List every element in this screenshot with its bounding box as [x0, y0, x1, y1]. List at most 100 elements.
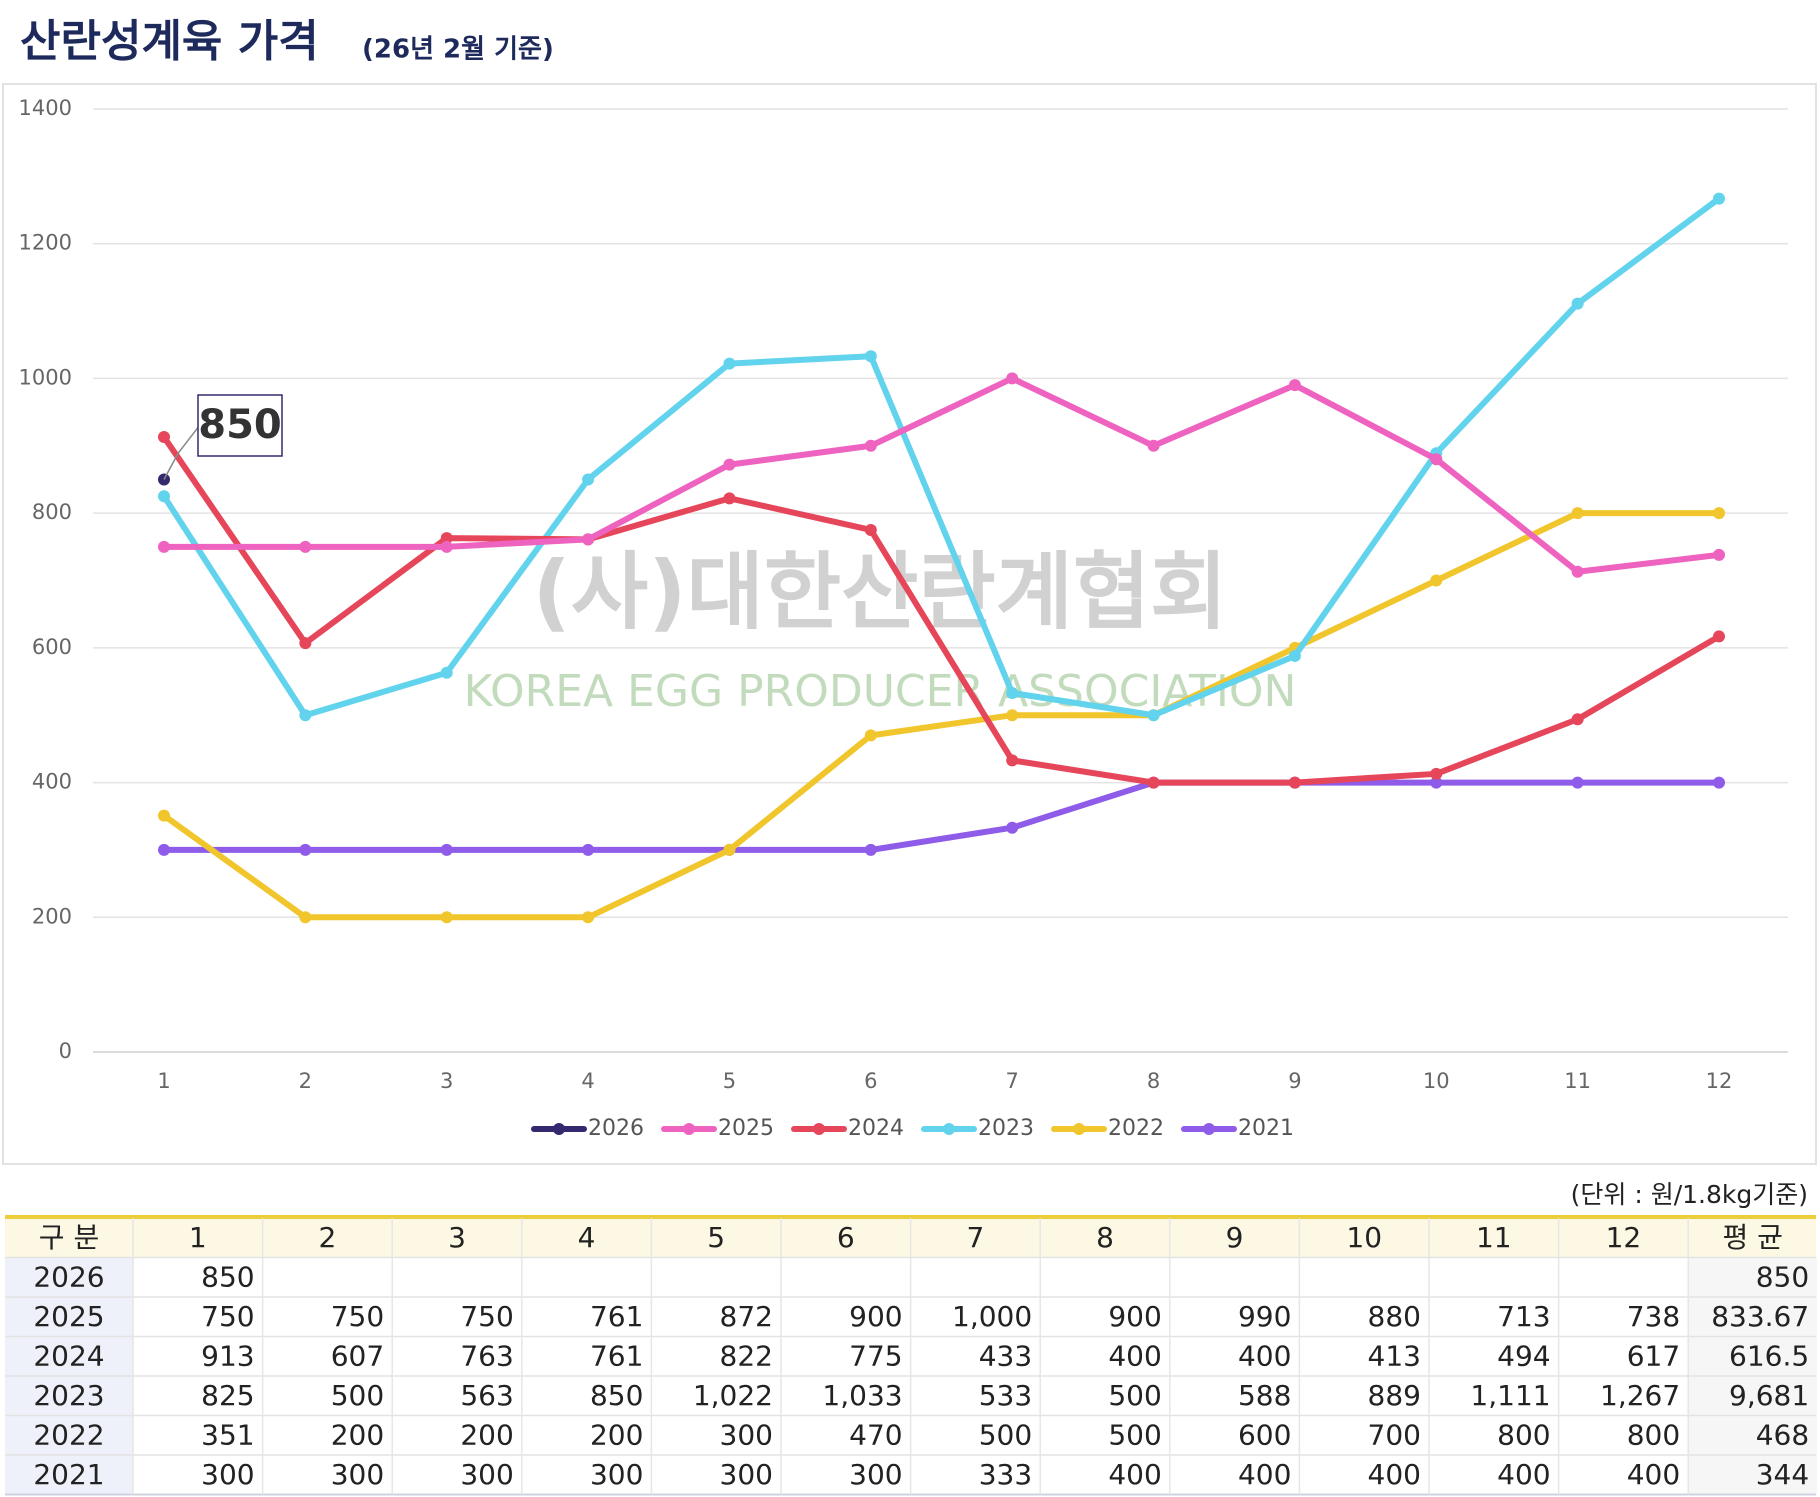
- table-cell: 763: [460, 1339, 513, 1372]
- table-cell: 600: [1238, 1418, 1291, 1451]
- data-point: [1288, 379, 1301, 392]
- y-tick-label: 400: [32, 770, 72, 794]
- table-cell: 300: [720, 1458, 773, 1491]
- data-point: [1713, 192, 1725, 205]
- data-point: [1571, 297, 1584, 310]
- table-cell: 616.5: [1729, 1339, 1809, 1372]
- data-point: [158, 809, 170, 822]
- unit-label: (단위 : 원/1.8kg기준): [1571, 1180, 1808, 1209]
- table-header: 12: [1606, 1221, 1642, 1254]
- table-cell: 200: [460, 1418, 513, 1451]
- data-point: [1713, 548, 1725, 561]
- data-point: [1713, 776, 1725, 789]
- table-cell: 400: [1627, 1458, 1680, 1491]
- chart-subtitle: (26년 2월 기준): [362, 35, 554, 65]
- y-tick-label: 600: [32, 635, 72, 659]
- table-header: 4: [578, 1221, 596, 1254]
- table-cell: 400: [1238, 1458, 1291, 1491]
- data-point: [440, 540, 453, 553]
- data-point: [864, 843, 877, 856]
- x-tick-label: 11: [1564, 1069, 1591, 1093]
- table-cell: 200: [590, 1418, 643, 1451]
- table-header: 5: [707, 1221, 725, 1254]
- x-tick-label: 8: [1147, 1069, 1160, 1093]
- x-tick-label: 9: [1288, 1069, 1301, 1093]
- table-cell: 2023: [33, 1379, 104, 1412]
- watermark-sub: KOREA EGG PRODUCER ASSOCIATION: [464, 666, 1297, 717]
- table-cell: 494: [1497, 1339, 1550, 1372]
- table-avg-bg: [1688, 1376, 1818, 1416]
- watermark: (사)대한산란계협회: [532, 543, 1227, 641]
- legend-label: 2022: [1108, 1116, 1164, 1141]
- y-tick-label: 0: [59, 1039, 72, 1063]
- annotation-leader: [163, 427, 199, 480]
- y-tick-label: 1400: [19, 96, 72, 120]
- table-header: 2: [318, 1221, 336, 1254]
- table-cell: 400: [1368, 1458, 1421, 1491]
- data-point: [723, 843, 736, 856]
- data-point: [723, 357, 736, 370]
- data-point: [582, 911, 595, 924]
- x-tick-label: 10: [1423, 1069, 1450, 1093]
- data-point: [1147, 439, 1160, 452]
- x-tick-label: 5: [723, 1069, 736, 1093]
- data-point: [582, 473, 595, 486]
- table-cell: 400: [1497, 1458, 1550, 1491]
- data-point: [582, 533, 595, 546]
- table-cell: 761: [590, 1300, 643, 1333]
- data-point: [1147, 709, 1160, 722]
- table-cell: 775: [849, 1339, 902, 1372]
- table-cell: 913: [201, 1339, 254, 1372]
- table-header: 10: [1346, 1221, 1382, 1254]
- table-cell: 822: [720, 1339, 773, 1372]
- table-cell: 750: [201, 1300, 254, 1333]
- table-cell: 900: [1108, 1300, 1161, 1333]
- data-point: [1006, 754, 1019, 767]
- data-point: [1571, 565, 1584, 578]
- legend-label: 2024: [848, 1116, 904, 1141]
- series-line: [164, 779, 1719, 853]
- data-point: [440, 911, 453, 924]
- table-row-head-bg: [5, 1297, 133, 1337]
- table-cell: 533: [979, 1379, 1032, 1412]
- x-tick-label: 6: [864, 1069, 877, 1093]
- table-cell: 300: [201, 1458, 254, 1491]
- data-point: [1713, 507, 1725, 520]
- table-cell: 588: [1238, 1379, 1291, 1412]
- legend-dot: [813, 1123, 825, 1135]
- table-row-head-bg: [5, 1455, 133, 1495]
- legend-dot: [1073, 1123, 1085, 1135]
- table-cell: 500: [1108, 1418, 1161, 1451]
- table-cell: 850: [1756, 1260, 1809, 1293]
- x-tick-label: 1: [157, 1069, 170, 1093]
- table-cell: 300: [460, 1458, 513, 1491]
- table-cell: 468: [1756, 1418, 1809, 1451]
- table-cell: 400: [1108, 1458, 1161, 1491]
- table-cell: 1,267: [1600, 1379, 1680, 1412]
- table-cell: 607: [331, 1339, 384, 1372]
- table-cell: 1,000: [952, 1300, 1032, 1333]
- table-cell: 9,681: [1729, 1379, 1809, 1412]
- table-cell: 1,033: [822, 1379, 902, 1412]
- table-avg-bg: [1688, 1415, 1818, 1455]
- x-tick-label: 12: [1706, 1069, 1733, 1093]
- table-header: 9: [1226, 1221, 1244, 1254]
- table-cell: 500: [331, 1379, 384, 1412]
- table-avg-bg: [1688, 1455, 1818, 1495]
- data-point: [1147, 776, 1160, 789]
- data-point: [1571, 776, 1584, 789]
- data-point: [1571, 507, 1584, 520]
- data-label: 850: [198, 402, 282, 448]
- data-point: [299, 709, 312, 722]
- table-cell: 300: [720, 1418, 773, 1451]
- data-point: [1571, 713, 1584, 726]
- x-tick-label: 2: [299, 1069, 312, 1093]
- table-header: 7: [966, 1221, 984, 1254]
- table-cell: 563: [460, 1379, 513, 1412]
- table-cell: 2021: [33, 1458, 104, 1491]
- data-point: [440, 666, 453, 679]
- table-cell: 344: [1756, 1458, 1809, 1491]
- table-avg-bg: [1688, 1257, 1818, 1297]
